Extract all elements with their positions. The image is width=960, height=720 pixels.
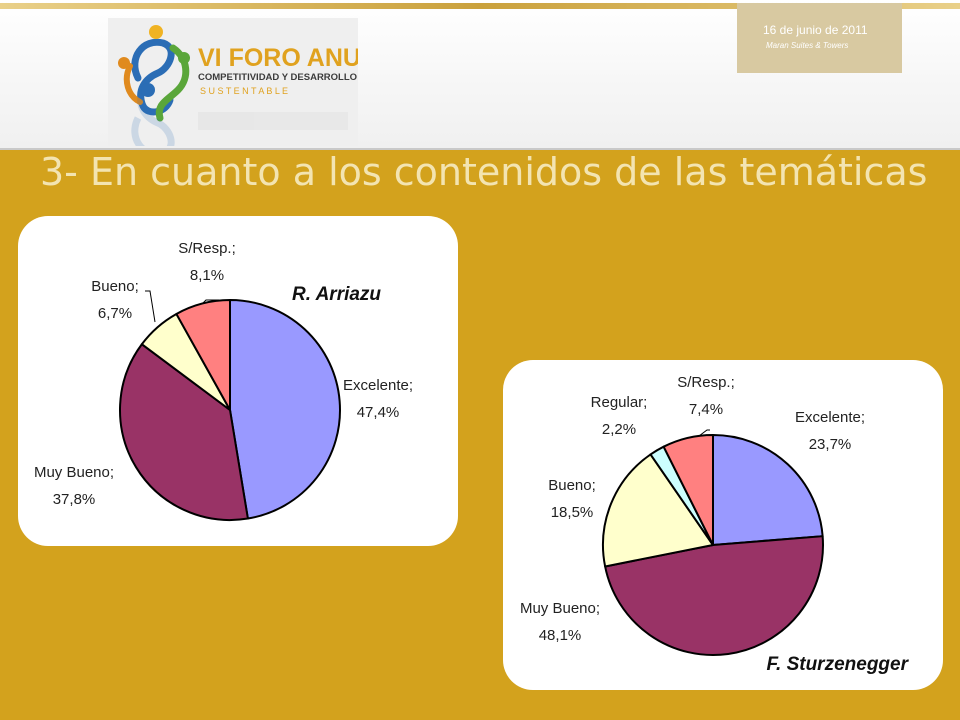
venue-line: Maran Suites & Towers — [766, 41, 849, 50]
logo-line1: VI FORO ANUAL — [198, 44, 358, 72]
slice-label-regular: Regular; — [591, 394, 648, 411]
slice-label-excelente: Excelente; — [795, 409, 865, 426]
pie-slice-excelente — [229, 299, 341, 520]
leader-line-bueno — [145, 290, 156, 323]
leader-line-s-resp — [698, 429, 710, 437]
header-gold-rule — [0, 3, 960, 9]
pie-slice-muy-bueno — [119, 343, 249, 521]
slice-label-bueno: Bueno; — [548, 477, 596, 494]
leader-line-s-resp — [201, 299, 219, 305]
logo-figures-icon — [118, 25, 190, 122]
forum-logo: VI FORO ANUAL COMPETITIVIDAD Y DESARROLL… — [108, 18, 358, 146]
slice-label-muy-bueno: Muy Bueno; — [34, 464, 114, 481]
pie-slice-excelente — [712, 434, 824, 546]
slice-value-bueno: 18,5% — [551, 504, 594, 521]
chart-title: F. Sturzenegger — [767, 654, 910, 675]
slice-label-s-resp: S/Resp.; — [178, 240, 236, 257]
slice-value-excelente: 47,4% — [357, 404, 400, 421]
header-banner: VI FORO ANUAL COMPETITIVIDAD Y DESARROLL… — [0, 0, 960, 150]
slice-label-s-resp: S/Resp.; — [677, 374, 735, 391]
slice-label-bueno: Bueno; — [91, 278, 139, 295]
date-badge: 16 de junio de 2011 Maran Suites & Tower… — [737, 3, 902, 73]
date-line: 16 de junio de 2011 — [763, 23, 868, 37]
pie-slice-muy-bueno — [604, 535, 824, 656]
chart-panel-arriazu: Excelente; 47,4% Muy Bueno; 37,8% Bueno; 6,7%… — [18, 216, 458, 546]
chart-title: R. Arriazu — [292, 284, 381, 305]
slide-title: 3- En cuanto a los contenidos de las tem… — [40, 150, 928, 194]
chart-panel-sturzenegger: Excelente; 23,7% Muy Bueno; 48,1% Bueno; 18,5… — [503, 360, 943, 690]
slice-value-muy-bueno: 37,8% — [53, 491, 96, 508]
slice-label-muy-bueno: Muy Bueno; — [520, 600, 600, 617]
slice-value-bueno: 6,7% — [98, 305, 132, 322]
logo-line2: COMPETITIVIDAD Y DESARROLLO — [198, 72, 357, 83]
pie-slice-s-resp — [662, 434, 714, 546]
pie-slice-bueno — [602, 453, 714, 568]
slice-value-excelente: 23,7% — [809, 436, 852, 453]
pie-chart-sturzenegger: Excelente; 23,7% Muy Bueno; 48,1% Bueno; 18,5… — [520, 374, 910, 675]
slice-value-muy-bueno: 48,1% — [539, 627, 582, 644]
slice-value-s-resp: 7,4% — [689, 401, 723, 418]
slice-label-excelente: Excelente; — [343, 377, 413, 394]
slice-value-s-resp: 8,1% — [190, 267, 224, 284]
pie-chart-arriazu: Excelente; 47,4% Muy Bueno; 37,8% Bueno; 6,7%… — [34, 240, 413, 521]
logo-line3: S U S T E N T A B L E — [200, 86, 288, 96]
slice-value-regular: 2,2% — [602, 421, 636, 438]
